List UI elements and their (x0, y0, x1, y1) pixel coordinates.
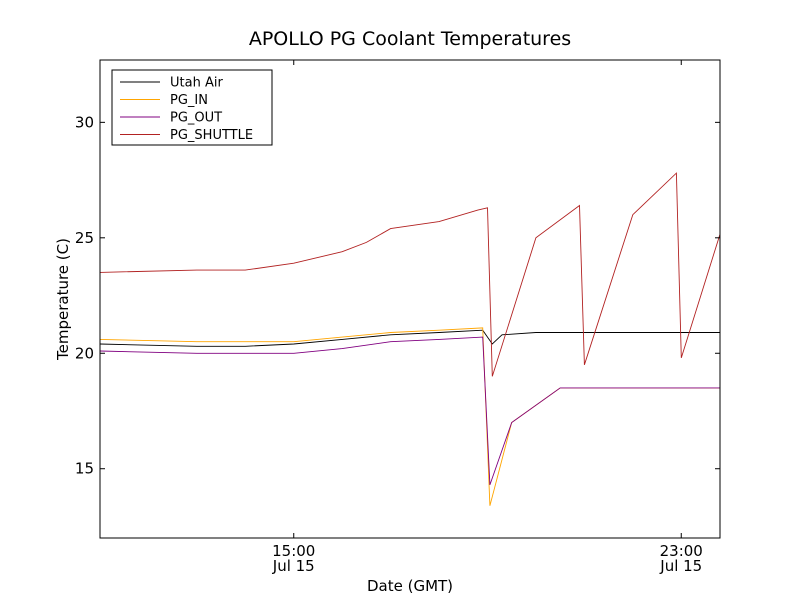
y-tick-label: 20 (75, 344, 94, 362)
x-tick-time-label: 23:00 (660, 542, 703, 560)
legend: Utah Air PG_IN PG_OUT PG_SHUTTLE (111, 69, 273, 146)
series-line-pg-in (100, 327, 720, 506)
x-axis-label: Date (GMT) (367, 577, 453, 595)
y-tick-label: 30 (75, 113, 94, 131)
y-tick-label: 25 (75, 229, 94, 247)
chart-title: APOLLO PG Coolant Temperatures (249, 28, 571, 50)
x-tick-date-label: Jul 15 (272, 557, 315, 575)
legend-label: PG_IN (170, 93, 208, 108)
x-tick-time-label: 15:00 (272, 542, 315, 560)
series-line-utah-air (100, 329, 720, 347)
y-axis-label: Temperature (C) (54, 238, 72, 361)
y-tick-label: 15 (75, 460, 94, 478)
legend-label: Utah Air (170, 76, 223, 91)
x-tick-date-label: Jul 15 (659, 557, 702, 575)
series-line-pg-out (100, 336, 720, 486)
legend-label: PG_OUT (170, 111, 222, 126)
series-line-pg-shuttle (100, 172, 720, 377)
plot-border (99, 59, 721, 539)
series-layer (100, 172, 720, 506)
legend-label: PG_SHUTTLE (170, 128, 253, 143)
